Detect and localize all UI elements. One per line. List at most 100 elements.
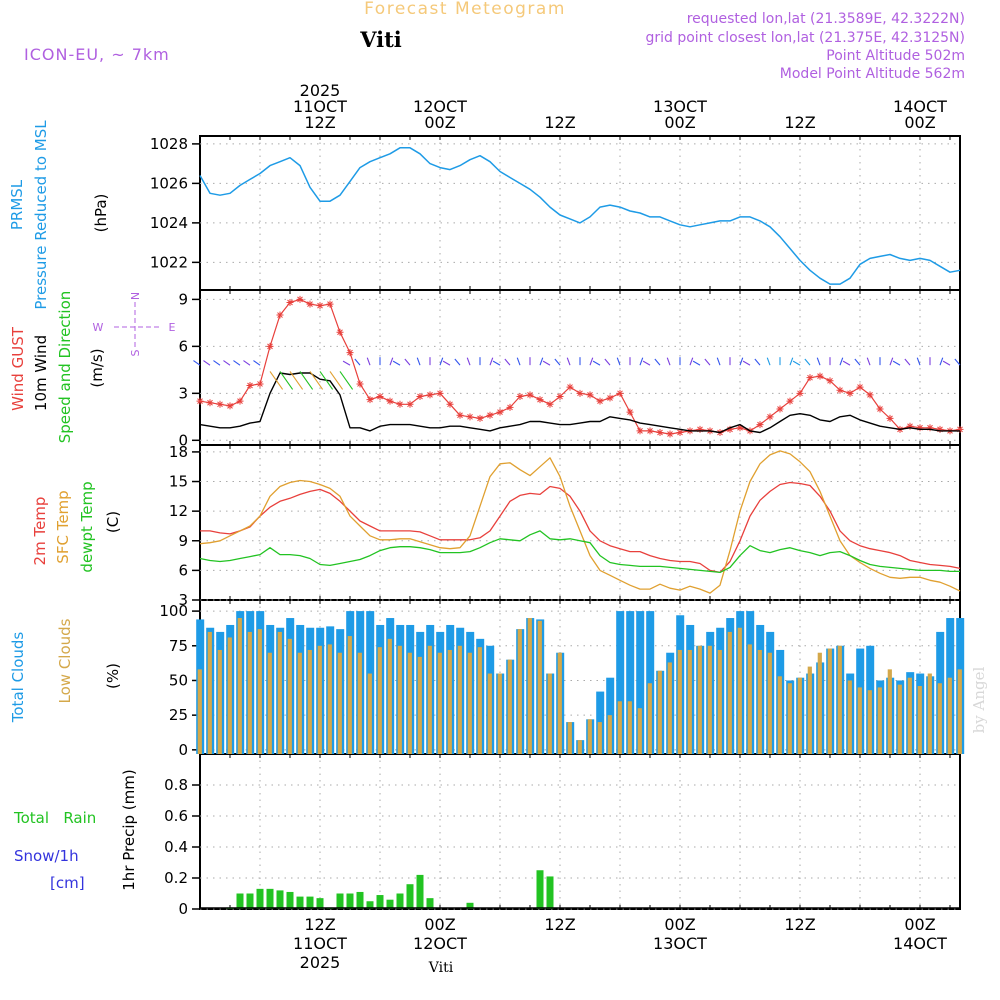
low-cloud-bar [917, 686, 922, 754]
wind-gust-marker [776, 405, 784, 413]
wind-gust-marker [376, 392, 384, 400]
model-point-altitude: Model Point Altitude 562m [780, 66, 965, 82]
low-cloud-bar [927, 673, 932, 754]
wind-direction-arrow [354, 358, 361, 366]
wind-direction-arrow [666, 357, 671, 366]
low-cloud-bar [847, 680, 852, 754]
low-cloud-bar [317, 645, 322, 754]
wind-direction-arrow [916, 357, 921, 366]
rain-bar [356, 891, 364, 909]
wind-direction-arrow [639, 357, 644, 366]
low-cloud-bar [807, 666, 812, 754]
wind-gust-marker [866, 391, 874, 399]
bottom-time-label: 12Z [544, 915, 575, 934]
low-cloud-bar [377, 647, 382, 754]
wind-direction-arrow [539, 357, 544, 366]
low-cloud-bar [617, 701, 622, 754]
wind-gust-marker [496, 408, 504, 416]
cloud-unit: (%) [104, 663, 122, 689]
low-cloud-bar [947, 677, 952, 754]
y-tick-label: 12 [169, 502, 188, 520]
y-tick-label: 0.2 [164, 869, 188, 887]
bottom-time-label: 12Z [304, 915, 335, 934]
wind-gust-marker [436, 389, 444, 397]
wind-direction-arrow [804, 358, 811, 366]
low-cloud-bar [887, 669, 892, 754]
watermark: by Angel [970, 666, 988, 733]
bottom-time-label: 11OCT [293, 934, 347, 953]
wind-gust-marker [926, 424, 934, 432]
wind-gust-marker [676, 428, 684, 436]
wind-gust-marker [326, 300, 334, 308]
y-tick-label: 6 [178, 337, 188, 355]
wind-gust-marker [646, 427, 654, 435]
wind-gust-marker [466, 413, 474, 421]
low-cloud-bar [407, 652, 412, 754]
low-cloud-bar [427, 645, 432, 754]
low-cloud-bar [517, 629, 522, 754]
wind-gust-marker [836, 386, 844, 394]
wind-gust-line [199, 298, 961, 435]
wind-gust-marker [206, 399, 214, 407]
wind-direction-arrow [689, 357, 694, 366]
low-cloud-bar [817, 652, 822, 754]
wind-direction-arrow [404, 358, 411, 366]
wind-direction-arrow [754, 358, 761, 366]
t2m-line [200, 481, 961, 574]
low-cloud-bar [467, 652, 472, 754]
low-cloud-bar [447, 649, 452, 754]
wind-direction-arrow [866, 357, 871, 366]
dewpt-line [199, 530, 960, 574]
point-altitude: Point Altitude 502m [826, 48, 965, 64]
rain-bar [426, 898, 434, 909]
total-cloud-bar [626, 611, 635, 754]
wind-gust-marker [196, 397, 204, 405]
wind-gust-marker [626, 408, 634, 416]
low-cloud-bar [527, 618, 532, 754]
wind-direction-arrow [193, 360, 201, 366]
low-cloud-bar [297, 652, 302, 754]
wind-direction-arrow [704, 358, 711, 366]
wind-gust-marker [396, 400, 404, 408]
model-label: ICON-EU, ~ 7km [24, 45, 170, 64]
y-tick-label: 75 [169, 637, 188, 655]
super-title: Forecast Meteogram [364, 0, 566, 19]
wind-direction-arrow [889, 357, 894, 366]
bottom-time-label: 2025 [300, 953, 341, 972]
wind-gust-marker [916, 424, 924, 432]
y-tick-label: 100 [159, 602, 188, 620]
top-time-label: 2025 [300, 81, 341, 100]
wind-gust-marker [366, 396, 374, 404]
top-time-label: 13OCT [653, 97, 707, 116]
low-cloud-bar [337, 652, 342, 754]
wind-direction-arrow [592, 360, 601, 366]
wind-direction-arrow [604, 358, 611, 366]
wind-direction-arrow [492, 360, 501, 366]
low-cloud-bar [677, 649, 682, 754]
top-time-label: 12OCT [413, 97, 467, 116]
footer-location: Viti [428, 960, 454, 976]
pressure-label-desc: Pressure Reduced to MSL [32, 120, 50, 310]
low-cloud-bar [637, 708, 642, 754]
low-cloud-bar [957, 669, 962, 754]
low-cloud-bar [227, 637, 232, 754]
wind-direction-arrow [904, 358, 911, 366]
wind-gust-marker [876, 405, 884, 413]
low-cloud-bar [727, 631, 732, 754]
temp-panel-frame [199, 444, 961, 601]
rain-bar [416, 874, 424, 909]
bottom-time-label: 12OCT [413, 934, 467, 953]
wind-direction-arrow [279, 371, 294, 390]
low-cloud-bar [797, 677, 802, 754]
rain-bar [386, 899, 394, 909]
low-cloud-bar [747, 644, 752, 754]
wind-direction-arrow [739, 357, 744, 366]
wind-gust-marker [796, 389, 804, 397]
low-cloud-bar [387, 638, 392, 754]
wind-gust-marker [246, 382, 254, 390]
low-cloud-bar [207, 631, 212, 754]
low-cloud-bar [257, 629, 262, 754]
y-tick-label: 1022 [150, 253, 188, 271]
